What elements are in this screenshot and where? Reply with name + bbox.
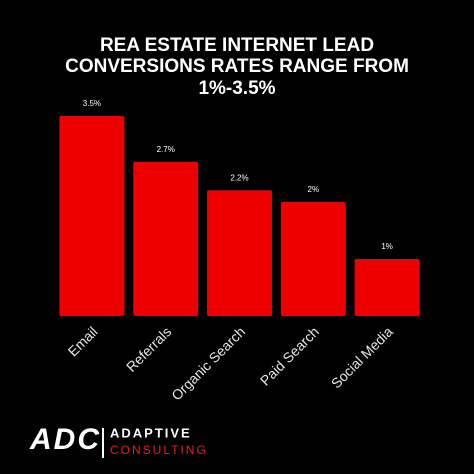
value-label: 2% bbox=[308, 185, 320, 194]
value-label: 2.7% bbox=[157, 145, 175, 154]
brand-logo: ADC ADAPTIVE CONSULTING bbox=[29, 423, 208, 458]
bar bbox=[133, 161, 199, 316]
divider bbox=[102, 428, 104, 458]
brand-name: ADAPTIVE bbox=[110, 425, 192, 440]
bar bbox=[59, 116, 125, 316]
bar bbox=[280, 201, 346, 316]
chart-title: REA ESTATE INTERNET LEAD bbox=[100, 35, 374, 56]
chart-title: 1%-3.5% bbox=[198, 78, 275, 99]
bar bbox=[354, 258, 420, 316]
bar bbox=[207, 190, 272, 316]
brand-mark: ADC bbox=[29, 423, 101, 456]
brand-tagline: CONSULTING bbox=[110, 443, 208, 457]
value-label: 1% bbox=[381, 242, 393, 251]
value-label: 3.5% bbox=[83, 99, 101, 108]
chart-title: CONVERSIONS RATES RANGE FROM bbox=[65, 56, 409, 77]
value-label: 2.2% bbox=[230, 173, 248, 182]
